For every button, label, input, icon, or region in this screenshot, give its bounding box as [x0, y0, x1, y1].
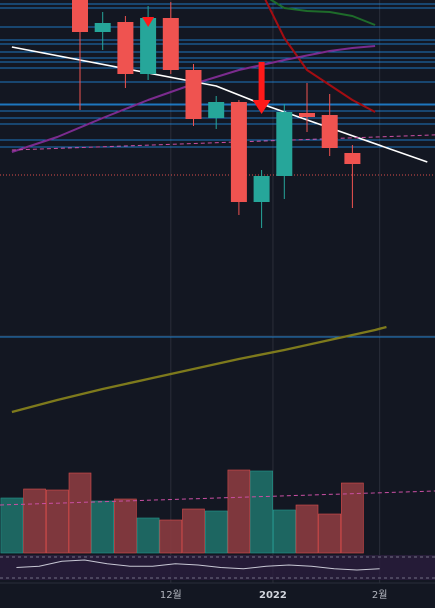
- candle-body: [344, 153, 361, 164]
- volume-bar: [91, 500, 114, 554]
- x-tick-label: 2월: [372, 589, 388, 601]
- volume-bar: [182, 508, 205, 554]
- volume-panel: [0, 469, 435, 554]
- ma-mid-line: [264, 0, 376, 113]
- volume-ma-line: [0, 490, 435, 506]
- volume-bar: [0, 497, 24, 554]
- trendlines: [11, 46, 435, 163]
- candle-body: [253, 176, 270, 202]
- volume-bar: [204, 510, 228, 554]
- candle-body: [117, 22, 134, 74]
- volume-bar: [341, 482, 364, 554]
- candle-body: [321, 115, 338, 148]
- x-tick-label: 2022: [259, 590, 287, 601]
- volume-bar: [159, 519, 183, 554]
- oscillator-line: [16, 559, 380, 571]
- long-ma-panel: [11, 325, 387, 414]
- sell-arrow-shaft: [258, 62, 265, 102]
- sell-triangle-icon: [142, 17, 155, 27]
- candle-body: [208, 102, 225, 118]
- volume-bar: [68, 472, 92, 554]
- oscillator-panel: [0, 555, 435, 580]
- volume-bar: [45, 489, 69, 554]
- candle-body: [230, 102, 247, 202]
- x-tick-label: 12월: [160, 589, 182, 601]
- volume-bar: [114, 498, 137, 554]
- moving-average-lines: [11, 0, 376, 153]
- dashed-trendline: [11, 134, 435, 151]
- sell-arrow-icon: [252, 100, 271, 114]
- candle-body: [162, 18, 179, 70]
- trendline: [11, 46, 428, 163]
- candle-body: [185, 70, 202, 119]
- volume-bar: [227, 469, 251, 554]
- volume-bar: [295, 504, 319, 554]
- candle-body: [140, 18, 157, 74]
- ma-long-line: [11, 45, 376, 153]
- candle-body: [276, 112, 293, 176]
- volume-bar: [318, 513, 342, 554]
- volume-bar: [250, 470, 273, 554]
- candle-body: [299, 113, 315, 117]
- horizontal-levels: [0, 3, 435, 176]
- candlesticks: [72, 0, 361, 228]
- candle-body: [94, 23, 111, 32]
- x-axis: 12월20222월3월: [160, 589, 388, 601]
- candle-body: [72, 0, 88, 32]
- long-ma-line: [11, 325, 387, 414]
- volume-bar: [136, 517, 160, 554]
- volume-bar: [272, 509, 296, 554]
- sell-markers: [142, 17, 271, 114]
- ma-short-line: [269, 0, 376, 26]
- volume-bar: [23, 488, 46, 554]
